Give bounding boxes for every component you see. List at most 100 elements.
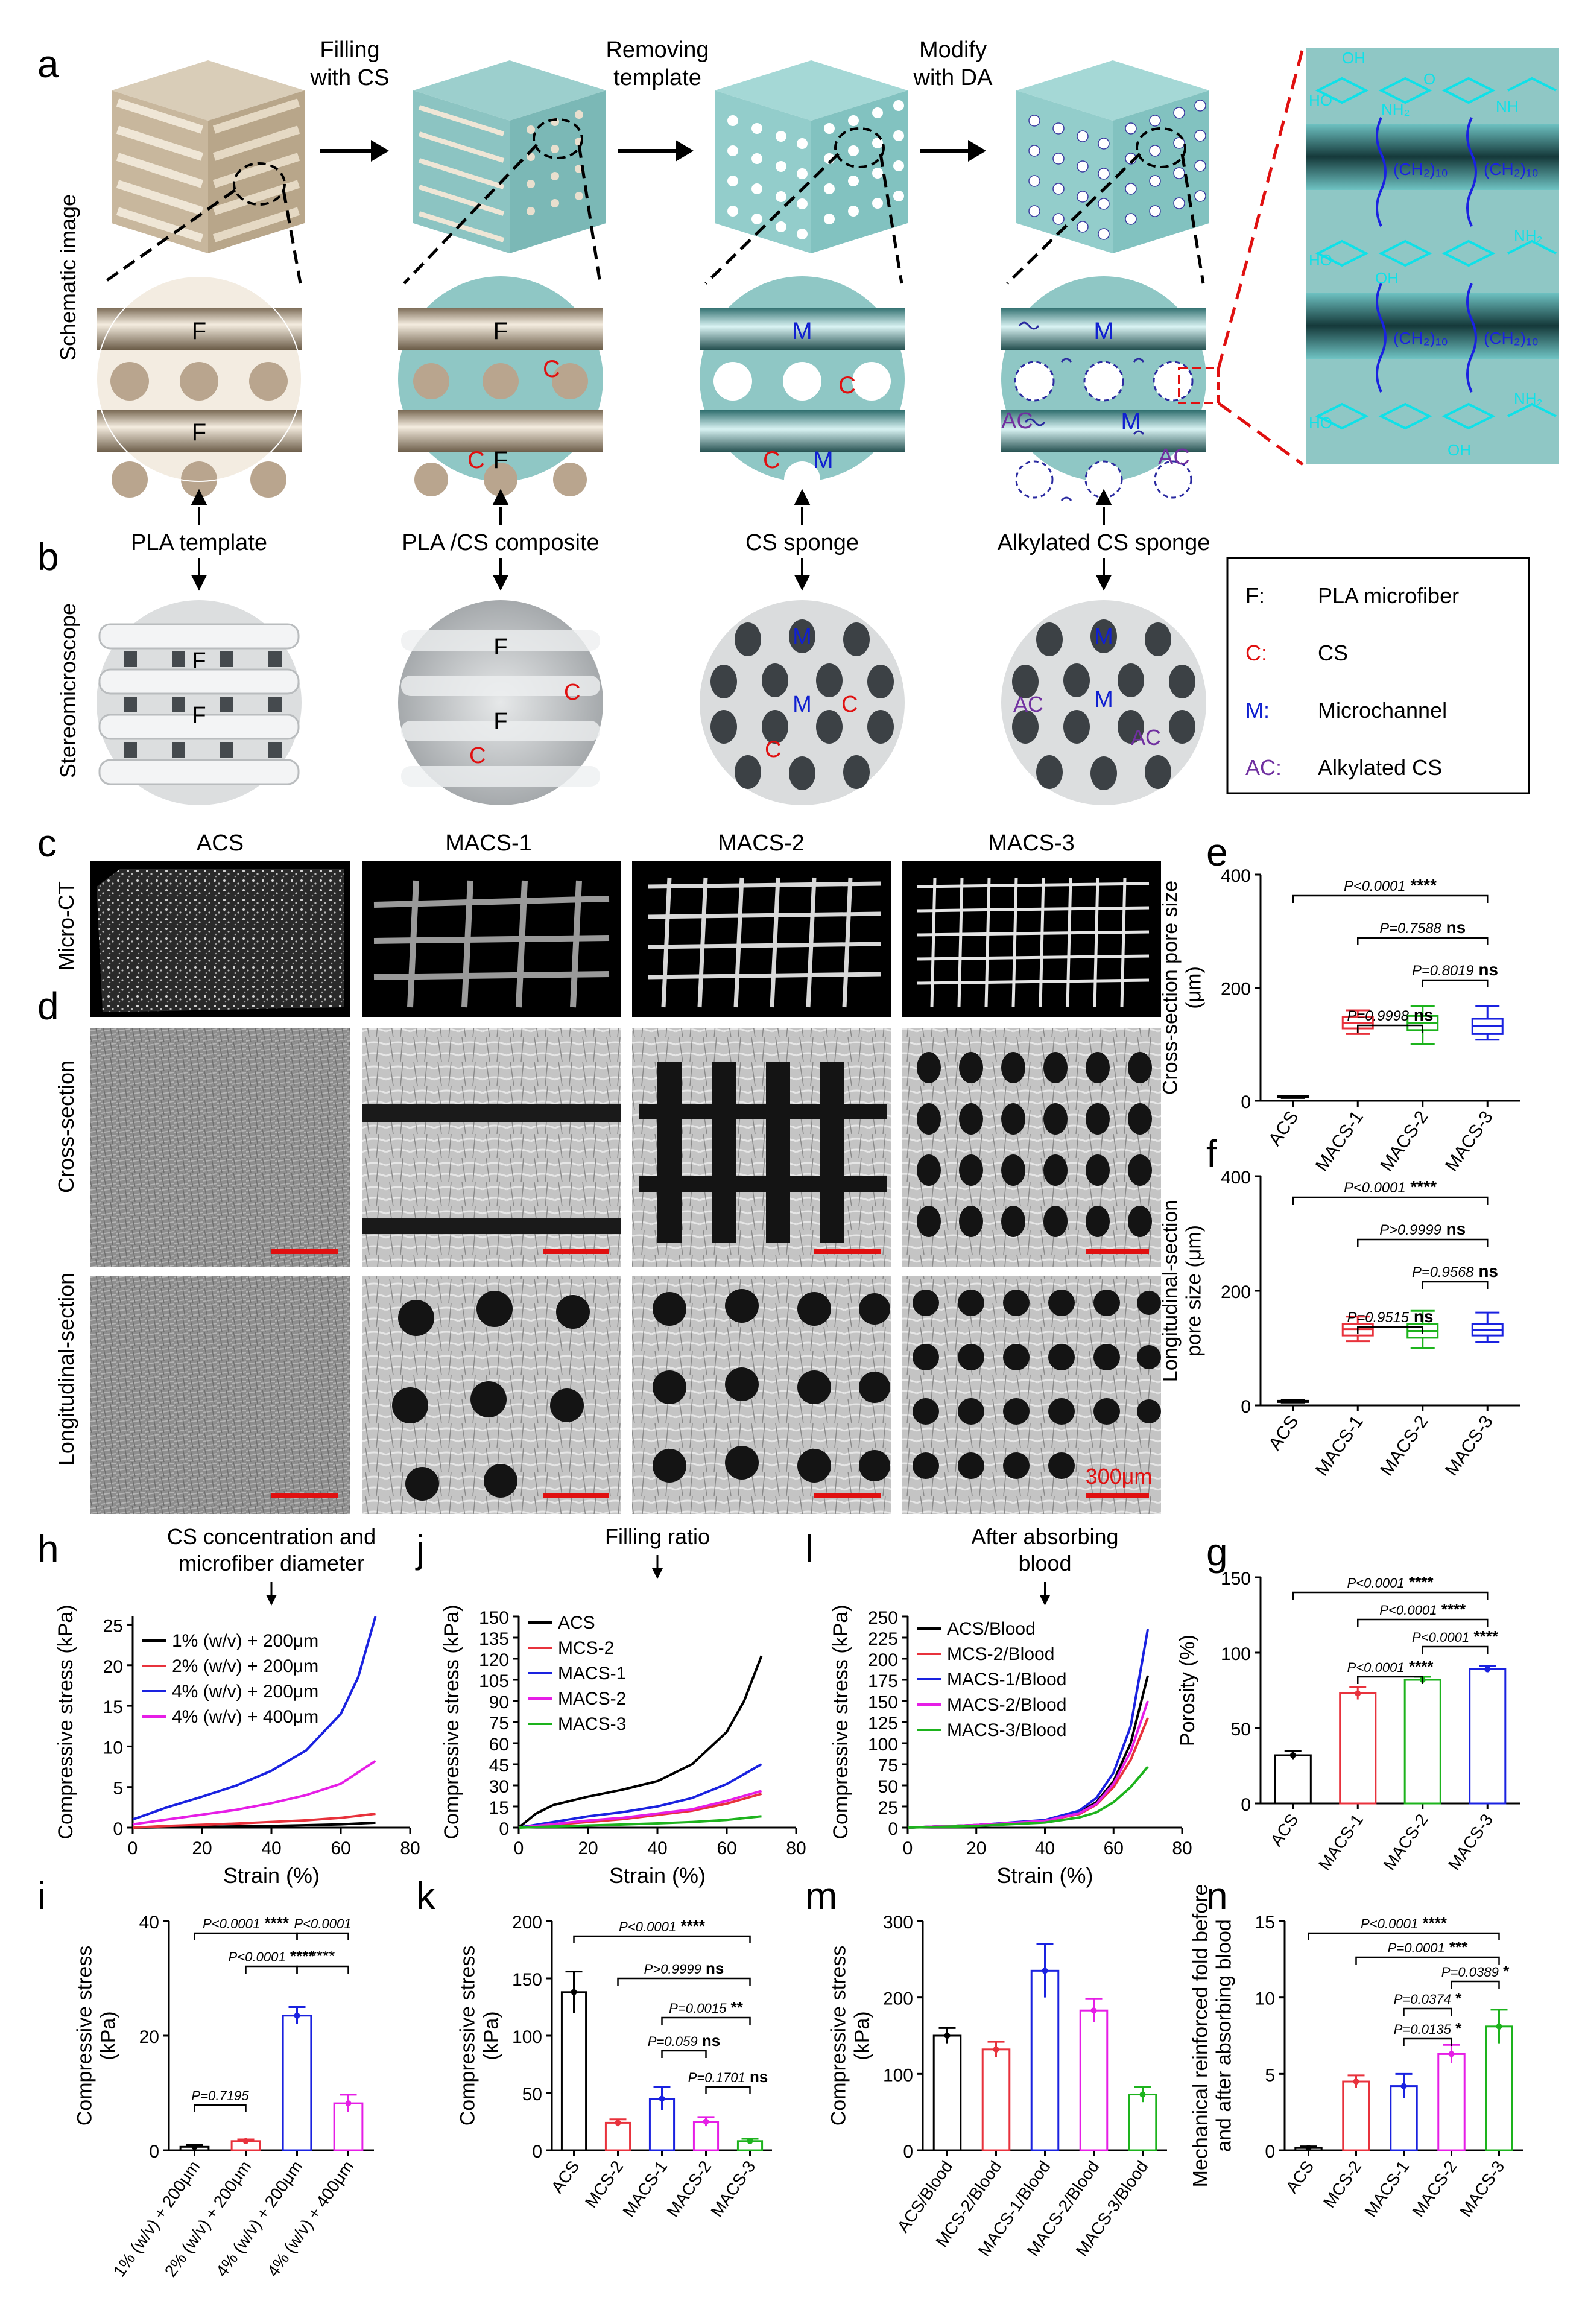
significance-bracket <box>1422 979 1489 987</box>
x-tick-label: MACS-3 <box>1441 1107 1497 1175</box>
molecule-nh: NH <box>1496 97 1519 115</box>
sem-cross-macs3 <box>902 1028 1161 1267</box>
x-tick-label: MACS-2 <box>1376 1107 1432 1175</box>
x-tick-label: 80 <box>400 1838 420 1858</box>
callout-ac: AC <box>1131 725 1161 750</box>
bar <box>560 1991 587 2151</box>
significance-bracket <box>573 1935 751 1943</box>
y-axis-label: Longitudinal-sectionpore size (μm) <box>1159 1200 1205 1382</box>
y-tick-label: 45 <box>489 1756 509 1776</box>
x-tick-label: MACS-3 <box>1441 1412 1497 1480</box>
callout-ac: AC <box>1158 445 1190 470</box>
row-label-cross: Cross-section <box>54 1060 78 1193</box>
x-tick-label: 60 <box>1104 1838 1124 1858</box>
panel-letter-f: f <box>1206 1132 1217 1176</box>
callout-m: M <box>1093 318 1113 344</box>
magnified-composite: F C C F <box>398 276 603 496</box>
panel-letter-i: i <box>37 1874 46 1917</box>
panel-letter-d: d <box>37 984 59 1028</box>
molecule-ho: HO <box>1309 251 1332 269</box>
bar <box>692 2121 720 2151</box>
y-axis-label: Compressive stress(kPa) <box>73 1946 119 2126</box>
data-point <box>294 2012 300 2019</box>
significance-label: **** <box>311 1947 335 1965</box>
x-tick-label: 0 <box>128 1838 138 1858</box>
scale-bar-label: 300μm <box>1086 1464 1153 1489</box>
y-tick-label: 200 <box>512 1913 542 1933</box>
x-tick-label: MCS-2 <box>581 2158 627 2211</box>
y-tick-label: 5 <box>1265 2065 1275 2085</box>
y-tick-label: 100 <box>883 2065 913 2085</box>
alkyl-chain-label: (CH₂)₁₀ <box>1393 160 1448 179</box>
abbreviation-legend: F: PLA microfiber C: CS M: Microchannel … <box>1226 557 1530 794</box>
chart-title: After absorbing blood <box>971 1524 1118 1575</box>
data-point <box>615 2120 621 2126</box>
callout-m: M <box>1121 408 1141 435</box>
x-tick-label: 20 <box>578 1838 598 1858</box>
y-tick-label: 15 <box>489 1798 509 1818</box>
chart-f: 0 200 400 Longitudinal-sectionpore size (μm… <box>1159 1168 1520 1480</box>
chart-k: 0 50 100 150 200 Compressive stress(kPa) ACSMC… <box>456 1913 772 2220</box>
significance-bracket <box>1292 894 1489 903</box>
y-tick-label: 60 <box>489 1735 509 1755</box>
y-tick-label: 150 <box>479 1608 509 1628</box>
significance-label: P=0.9998 ns <box>1347 1005 1433 1024</box>
molecule-o: O <box>1423 70 1435 88</box>
molecule-nh2: NH₂ <box>1381 100 1410 118</box>
column-title-macs1: MACS-1 <box>445 831 532 856</box>
data-point <box>747 2138 753 2144</box>
y-axis-label: Mechanical reinforced fold beforeand aft… <box>1189 1884 1235 2188</box>
legend-label: ACS <box>558 1613 595 1633</box>
legend-label: ACS/Blood <box>947 1619 1036 1639</box>
y-tick-label: 200 <box>1221 1282 1251 1302</box>
significance-bracket <box>245 1965 298 1974</box>
data-point <box>1484 1666 1491 1673</box>
chart-g: 0 50 100 150 Porosity (%) ACS MACS-1 MACS-2 MACS… <box>1176 1569 1520 1873</box>
process-arrow: Modify with DA <box>913 37 993 162</box>
significance-label: P=0.9568 ns <box>1412 1262 1498 1281</box>
callout-ac: AC <box>1013 692 1043 717</box>
cs-sponge-cube <box>704 60 908 285</box>
molecule-oh: OH <box>1342 49 1365 67</box>
y-tick-label: 0 <box>903 2142 913 2162</box>
y-tick-label: 200 <box>868 1650 898 1670</box>
y-tick-label: 0 <box>888 1819 898 1839</box>
significance-label: P=0.0389 * <box>1441 1962 1510 1980</box>
panel-letter-a: a <box>37 42 59 86</box>
chart-e: 0 200 400 Cross-section pore size(μm) ACS MAC… <box>1159 866 1520 1175</box>
legend-label: MACS-3/Blood <box>947 1720 1066 1740</box>
bar <box>1469 1668 1507 1805</box>
x-tick-label: MACS-2 <box>1408 2158 1460 2220</box>
significance-label: P<0.0001 **** <box>1361 1914 1448 1932</box>
callout-m: M <box>793 692 812 717</box>
significance-bracket <box>1355 1956 1500 1965</box>
molecule-nh2: NH₂ <box>1514 390 1543 408</box>
data-point <box>571 1989 577 1995</box>
stereo-title-composite: PLA /CS composite <box>402 530 599 556</box>
y-tick-label: 150 <box>1221 1569 1251 1589</box>
chart-n: 0 5 10 15 Mechanical reinforced fold beforea… <box>1189 1884 1523 2220</box>
data-point <box>1090 2007 1097 2014</box>
significance-bracket <box>1403 2037 1452 2046</box>
significance-label: P=0.0015 ** <box>669 1998 744 2016</box>
y-tick-label: 120 <box>479 1650 509 1670</box>
legend-label: MACS-2/Blood <box>947 1695 1066 1715</box>
significance-bracket <box>1403 2007 1452 2016</box>
y-tick-label: 50 <box>878 1777 898 1797</box>
legend-label: 4% (w/v) + 200μm <box>172 1682 318 1702</box>
y-tick-label: 15 <box>103 1697 123 1717</box>
legend-key-f: F: <box>1245 583 1265 608</box>
alkyl-chain-label: (CH₂)₁₀ <box>1484 160 1539 179</box>
callout-f: F <box>493 447 508 473</box>
y-tick-label: 200 <box>1221 980 1251 999</box>
y-tick-label: 0 <box>532 2142 542 2162</box>
x-tick-label: MACS-3 <box>1456 2158 1508 2220</box>
panel-letter-h: h <box>37 1527 59 1571</box>
significance-bracket <box>296 1932 349 1940</box>
significance-label: P>0.9999 ns <box>1379 1220 1466 1238</box>
y-tick-label: 175 <box>868 1671 898 1691</box>
process-arrow: Filling with CS <box>310 37 389 162</box>
y-tick-label: 100 <box>1221 1644 1251 1664</box>
